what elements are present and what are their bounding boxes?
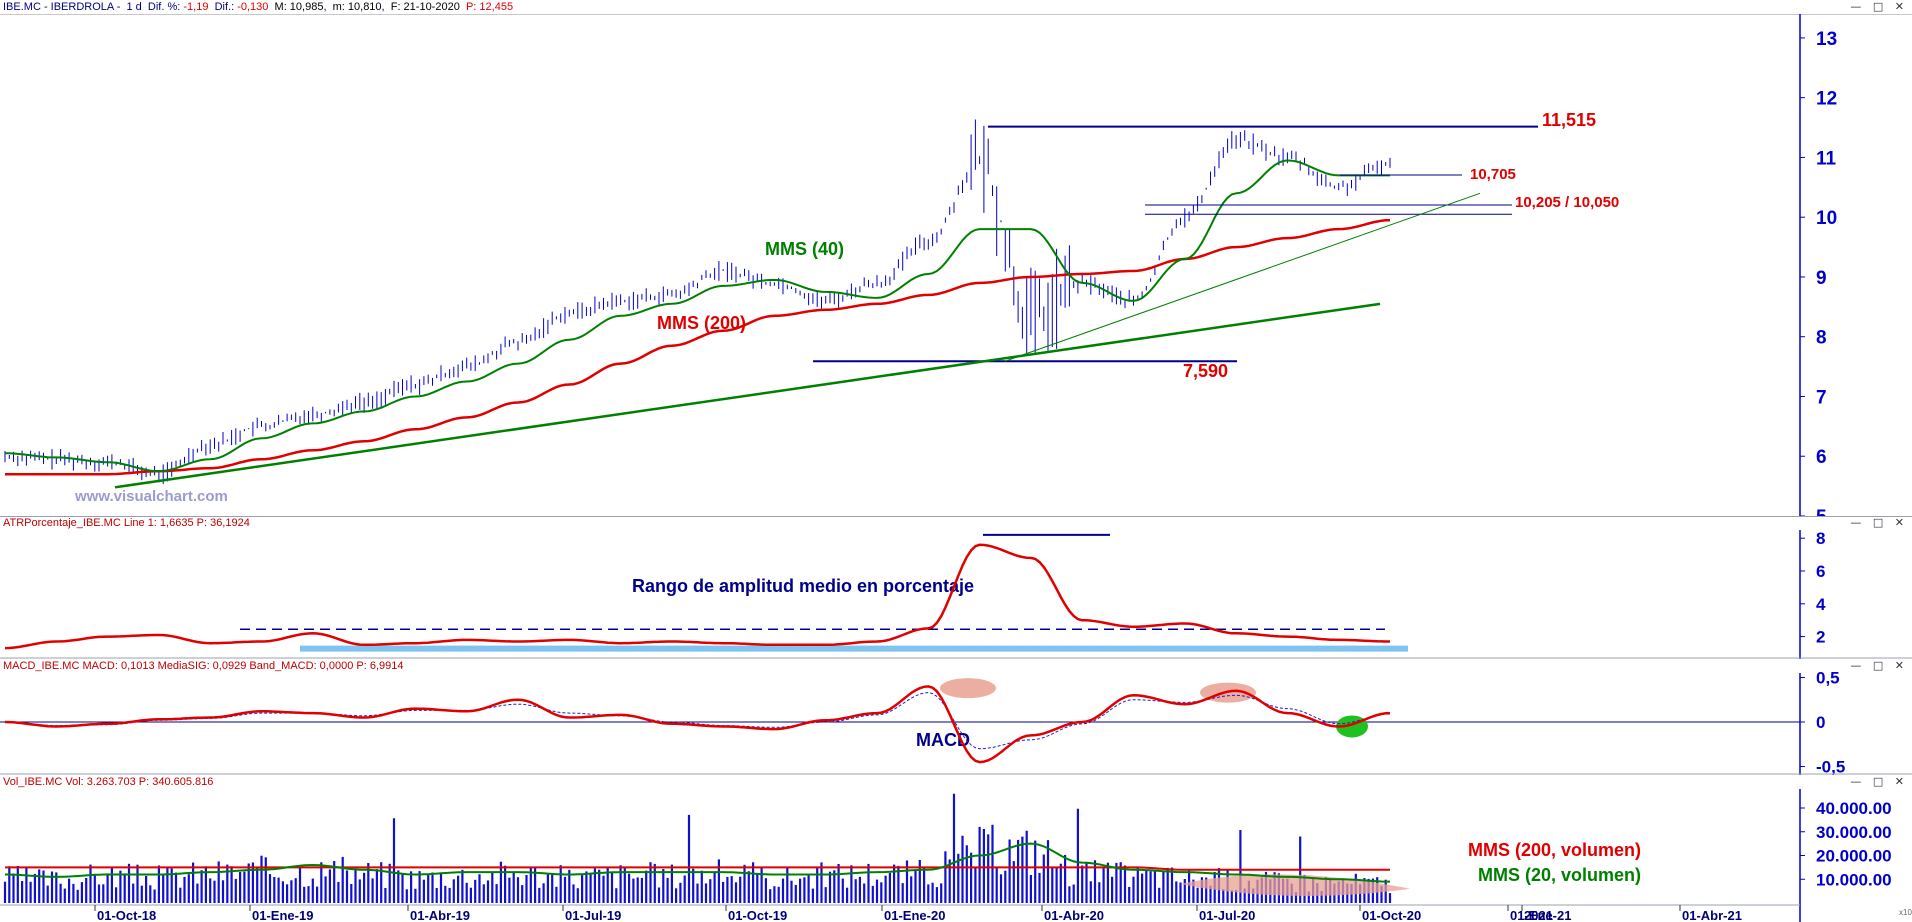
- macd-header: MACD_IBE.MC MACD: 0,1013 MediaSIG: 0,092…: [3, 660, 404, 672]
- price-y-tick-label: 10: [1816, 208, 1837, 229]
- macd-chart: MACD 0,5 0 -0,5: [0, 668, 1912, 775]
- atr-y-tick-label: 4: [1816, 595, 1826, 614]
- price-y-tick-label: 13: [1816, 29, 1837, 50]
- watermark: www.visualchart.com: [74, 488, 228, 505]
- atr-y-tick-label: 2: [1816, 628, 1825, 647]
- price-chart: www.visualchart.com 11,515 10,705 10,205…: [0, 14, 1912, 516]
- price-y-tick-label: 12: [1816, 89, 1837, 110]
- price-y-tick-label: 8: [1816, 328, 1827, 349]
- x-tick-label: 01-Oct-18: [97, 908, 156, 922]
- support-label: 7,590: [1183, 361, 1228, 381]
- level1-label: 10,705: [1470, 166, 1516, 183]
- price-window-controls[interactable]: — □ ✕: [1850, 0, 1908, 13]
- dif-value: -0,130: [237, 1, 269, 13]
- price-y-tick-label: 7: [1816, 387, 1827, 408]
- short-trendline: [1004, 192, 1481, 362]
- macd-signal-line: [4, 692, 1391, 750]
- volume-panel: Vol_IBE.MC Vol: 3.263.703 P: 340.605.816…: [0, 775, 1912, 922]
- atr-baseline-band: [300, 645, 1408, 652]
- price-header: IBE.MC - IBERDROLA - 1 d Dif. %: -1,19 D…: [3, 1, 514, 13]
- x-tick-label: 01-Abr-21: [1682, 908, 1742, 922]
- volume-y-tick-label: 20.000.00: [1816, 847, 1892, 866]
- date-value: F: 21-10-2020: [390, 1, 460, 13]
- price-y-tick-label: 11: [1816, 148, 1837, 169]
- price-y-tick-label: 9: [1816, 268, 1827, 289]
- volume-mms20-line: [5, 842, 1390, 883]
- atr-line: [4, 543, 1390, 650]
- atr-panel: ATRPorcentaje_IBE.MC Line 1: 1,6635 P: 3…: [0, 516, 1912, 659]
- interval-label: 1 d: [126, 1, 142, 13]
- x-tick-label: 01-Jul-20: [1199, 908, 1255, 922]
- atr-chart: Rango de amplitud medio en porcentaje 8 6…: [0, 516, 1912, 659]
- min-value: m: 10,810: [332, 1, 382, 13]
- volume-legend-200: MMS (200, volumen): [1468, 840, 1641, 860]
- x-tick-label: 01-Ene-19: [252, 908, 313, 922]
- x-tick-label: 2021: [1524, 908, 1553, 922]
- volume-y-tick-label: 30.000.00: [1816, 823, 1892, 842]
- resistance-label: 11,515: [1542, 110, 1596, 130]
- volume-chart: MMS (200, volumen) MMS (20, volumen) x10…: [0, 789, 1912, 922]
- x-tick-label: 01-Jul-19: [565, 908, 621, 922]
- volume-header: Vol_IBE.MC Vol: 3.263.703 P: 340.605.816: [3, 776, 214, 788]
- mms40-label: MMS (40): [765, 239, 844, 259]
- atr-header: ATRPorcentaje_IBE.MC Line 1: 1,6635 P: 3…: [3, 517, 250, 529]
- volume-window-controls[interactable]: — □ ✕: [1850, 775, 1908, 788]
- x-tick-label: 01-Abr-20: [1044, 908, 1104, 922]
- macd-y-tick-label: -0,5: [1816, 758, 1845, 775]
- volume-y-tick-label: 10.000.00: [1816, 870, 1892, 889]
- dif-pct-value: -1,19: [183, 1, 209, 13]
- macd-label: MACD: [916, 730, 970, 750]
- max-value: M: 10,985: [274, 1, 324, 13]
- x-tick-label: 01-Abr-19: [410, 908, 470, 922]
- p-label: P:: [465, 1, 477, 13]
- x-tick-label: 01-Ene-21: [1510, 908, 1571, 922]
- price-y-tick-label: 6: [1816, 447, 1827, 468]
- x-tick-label: 01-Oct-19: [728, 908, 787, 922]
- price-top-border: [0, 14, 1912, 15]
- dif-pct-label: Dif. %:: [147, 1, 181, 13]
- macd-line: [4, 685, 1391, 764]
- atr-title: Rango de amplitud medio en porcentaje: [632, 576, 974, 596]
- mms200-label: MMS (200): [657, 313, 746, 333]
- volume-legend-20: MMS (20, volumen): [1478, 865, 1641, 885]
- price-bars: [4, 119, 1391, 485]
- macd-panel: MACD_IBE.MC MACD: 0,1013 MediaSIG: 0,092…: [0, 659, 1912, 775]
- x-tick-label: 01-Ene-20: [884, 908, 945, 922]
- atr-window-controls[interactable]: — □ ✕: [1850, 516, 1908, 529]
- symbol-label: IBE.MC - IBERDROLA -: [3, 1, 121, 13]
- atr-y-tick-label: 6: [1816, 562, 1825, 581]
- volume-scale-note: x10: [1899, 908, 1912, 917]
- mms40-line: [5, 159, 1390, 473]
- atr-y-tick-label: 8: [1816, 529, 1825, 548]
- mms200-line: [5, 218, 1391, 476]
- price-y-tick-label: 5: [1816, 507, 1827, 516]
- macd-y-tick-label: 0,5: [1816, 668, 1840, 687]
- macd-window-controls[interactable]: — □ ✕: [1850, 659, 1908, 672]
- price-panel: IBE.MC - IBERDROLA - 1 d Dif. %: -1,19 D…: [0, 0, 1912, 516]
- dif-label: Dif.:: [214, 1, 235, 13]
- level2-label: 10,205 / 10,050: [1515, 194, 1619, 211]
- volume-mms200-line: [5, 866, 1390, 871]
- macd-y-tick-label: 0: [1816, 713, 1825, 732]
- volume-y-tick-label: 40.000.00: [1816, 799, 1892, 818]
- volume-bars: [3, 793, 1392, 903]
- atr-top-border: [0, 516, 1912, 517]
- p-value: 12,455: [479, 1, 514, 13]
- x-tick-label: 01-Oct-20: [1362, 908, 1421, 922]
- macd-peak-highlight: [940, 678, 996, 699]
- long-trendline: [114, 302, 1381, 489]
